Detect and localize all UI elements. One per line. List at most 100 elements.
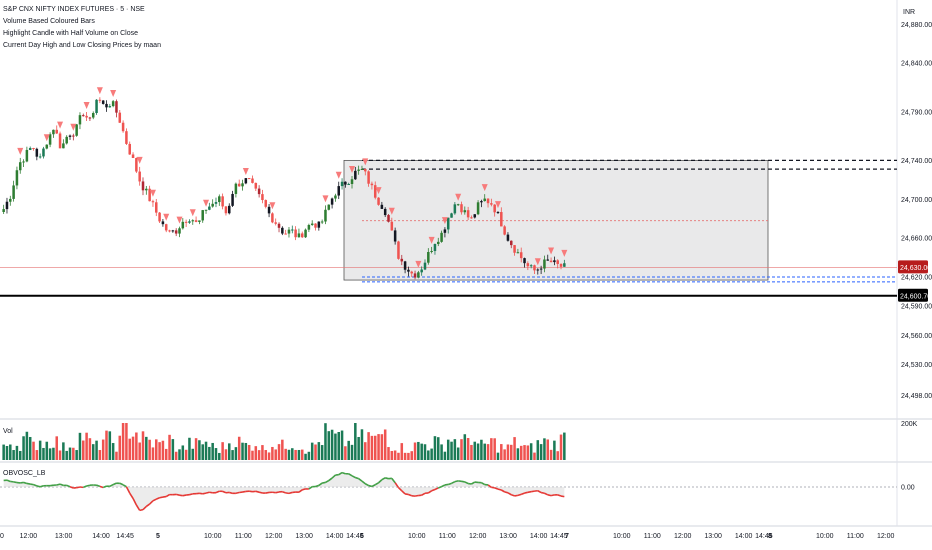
- candle-body: [330, 198, 334, 205]
- volume-bar: [164, 448, 168, 460]
- candle-body: [559, 263, 563, 267]
- volume-bar: [400, 443, 404, 460]
- osc-line-segment: [39, 484, 44, 488]
- osc-line-segment: [441, 484, 446, 488]
- candle-body: [526, 263, 530, 267]
- volume-bar: [496, 452, 500, 460]
- volume-bar: [377, 434, 380, 460]
- y-tick-label: 24,700.00: [901, 197, 932, 204]
- osc-line-segment: [338, 471, 343, 476]
- candle-body: [267, 206, 271, 214]
- candle-body: [148, 188, 151, 202]
- candle-body: [5, 201, 9, 210]
- volume-bar: [373, 435, 377, 460]
- volume-bar: [88, 438, 92, 460]
- candle-body: [347, 183, 350, 185]
- candle-body: [373, 185, 377, 198]
- osc-line-segment: [378, 479, 383, 484]
- osc-line-segment: [364, 483, 369, 487]
- candle-body: [476, 202, 480, 215]
- osc-line-segment: [408, 493, 413, 497]
- candle-body: [446, 217, 450, 230]
- volume-bar: [277, 444, 281, 460]
- candle-body: [271, 213, 274, 223]
- volume-bar: [198, 440, 201, 460]
- volume-bar: [241, 442, 244, 460]
- volume-bar: [420, 443, 423, 460]
- osc-line-segment: [504, 491, 509, 494]
- osc-line-segment: [520, 492, 525, 496]
- candle-body: [291, 229, 294, 231]
- osc-line-segment: [66, 484, 71, 488]
- volume-bar: [171, 439, 175, 460]
- x-tick-label: 10:00: [816, 533, 834, 540]
- osc-line-segment: [391, 477, 396, 484]
- volume-bar: [95, 440, 98, 460]
- candle-body: [360, 169, 364, 171]
- candle-body: [9, 198, 12, 202]
- volume-bar: [125, 423, 128, 460]
- osc-line-segment: [514, 494, 519, 497]
- volume-bar: [344, 446, 347, 460]
- osc-line-segment: [368, 484, 373, 488]
- candle-body: [38, 156, 42, 158]
- candle-body: [417, 272, 420, 278]
- osc-line-segment: [102, 485, 107, 489]
- osc-line-segment: [152, 498, 157, 502]
- volume-bar: [281, 439, 284, 460]
- candle-body: [334, 195, 337, 199]
- osc-line-segment: [23, 481, 28, 485]
- candle-body: [433, 244, 437, 251]
- volume-bar: [211, 442, 214, 460]
- candle-body: [158, 212, 161, 222]
- currency-label: INR: [903, 9, 916, 16]
- osc-line-segment: [315, 484, 320, 488]
- x-tick-label: 14:00: [326, 533, 344, 540]
- volume-bar: [234, 447, 238, 460]
- volume-bar: [214, 448, 218, 460]
- volume-bar: [62, 442, 65, 460]
- volume-bar: [340, 430, 344, 460]
- osc-line-segment: [159, 496, 164, 499]
- indicator-half-volume[interactable]: Highlight Candle with Half Volume on Clo…: [3, 30, 139, 37]
- oscillator-pane-label[interactable]: OBVOSC_LB: [3, 470, 46, 477]
- volume-bar: [393, 450, 397, 460]
- osc-line-segment: [189, 493, 193, 496]
- x-tick-label: 14:45: [116, 533, 134, 540]
- y-tick-label: 24,530.00: [901, 362, 932, 369]
- candle-body: [204, 209, 208, 211]
- volume-pane-label[interactable]: Vol: [3, 428, 13, 435]
- volume-bar: [58, 450, 62, 460]
- indicator-volume-bars[interactable]: Volume Based Coloured Bars: [3, 18, 95, 25]
- candle-body: [218, 196, 221, 203]
- osc-line-segment: [325, 479, 330, 484]
- x-tick-label: 10:00: [613, 533, 631, 540]
- candle-body: [68, 135, 72, 137]
- candle-body: [463, 210, 467, 213]
- osc-line-segment: [288, 491, 293, 495]
- volume-bar: [297, 449, 301, 460]
- half-volume-marker: [415, 260, 422, 268]
- x-tick-label: 8: [768, 533, 772, 540]
- volume-bar: [337, 432, 341, 460]
- half-volume-marker: [17, 147, 24, 155]
- half-volume-marker: [335, 171, 342, 179]
- osc-line-segment: [122, 484, 127, 488]
- half-volume-marker: [269, 202, 276, 210]
- volume-bar: [327, 431, 331, 460]
- volume-bar: [174, 451, 178, 460]
- y-tick-label: 24,880.00: [901, 22, 932, 29]
- x-tick-label: 6: [360, 533, 364, 540]
- x-tick-label: 12:00: [20, 533, 38, 540]
- volume-bar: [254, 446, 258, 460]
- x-tick-label: 11:00: [847, 533, 864, 540]
- half-volume-marker: [375, 187, 382, 195]
- indicator-day-high-low[interactable]: Current Day High and Low Closing Prices …: [3, 42, 161, 49]
- volume-bar: [463, 434, 467, 460]
- symbol-title[interactable]: S&P CNX NIFTY INDEX FUTURES · 5 · NSE: [3, 6, 145, 13]
- volume-bar: [539, 444, 543, 460]
- half-volume-marker: [83, 102, 90, 110]
- y-tick-label: 24,840.00: [901, 61, 932, 68]
- candle-body: [300, 233, 304, 238]
